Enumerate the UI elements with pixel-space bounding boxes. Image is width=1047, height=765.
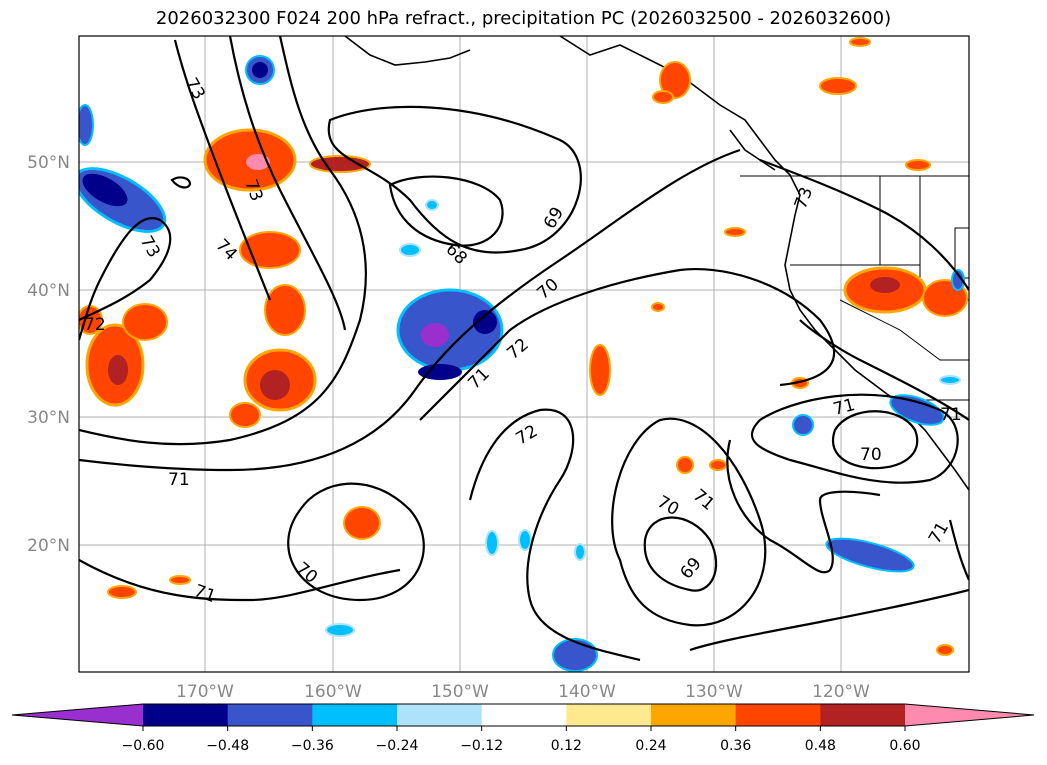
colorbar-tick-label: 0.24 [635, 738, 666, 754]
longitude-labels: 170°W 160°W 150°W 140°W 130°W 120°W [176, 682, 870, 702]
lon-label: 150°W [431, 682, 489, 702]
lon-label: 170°W [176, 682, 234, 702]
colorbar-segment [143, 704, 229, 726]
refractivity-contours [79, 36, 969, 662]
colorbar-segment [397, 704, 483, 726]
colorbar-tick-label: 0.12 [551, 738, 582, 754]
contour-label: 71 [168, 470, 190, 490]
colorbar-tick-label: 0.48 [805, 738, 836, 754]
colorbar-tick-label: −0.48 [206, 738, 249, 754]
contour-label: 72 [84, 315, 106, 335]
lat-label: 50°N [27, 153, 70, 173]
lon-label: 160°W [304, 682, 362, 702]
colorbar-tick-label: 0.36 [720, 738, 751, 754]
colorbar-extension-max [905, 704, 1034, 726]
contour-label: 71 [940, 405, 962, 425]
colorbar-segment [820, 704, 906, 726]
colorbar-extension-min [12, 704, 143, 726]
colorbar-tick-label: −0.12 [460, 738, 503, 754]
lon-label: 140°W [558, 682, 616, 702]
colorbar-segment [566, 704, 652, 726]
lat-label: 30°N [27, 408, 70, 428]
colorbar-segment [481, 704, 567, 726]
latitude-labels: 50°N 40°N 30°N 20°N [27, 153, 70, 556]
lon-label: 130°W [685, 682, 743, 702]
figure-title: 2026032300 F024 200 hPa refract., precip… [155, 8, 892, 29]
colorbar-segment [227, 704, 313, 726]
precip-shading [79, 37, 968, 672]
colorbar-segment [735, 704, 821, 726]
lon-label: 120°W [812, 682, 870, 702]
colorbar-tick-label: −0.36 [291, 738, 334, 754]
lat-label: 40°N [27, 281, 70, 301]
map-border [78, 35, 970, 673]
colorbar-tick-label: −0.24 [376, 738, 419, 754]
lat-label: 20°N [27, 536, 70, 556]
colorbar-segment [651, 704, 737, 726]
colorbar-tick-label: 0.60 [889, 738, 920, 754]
contour-label: 70 [860, 445, 882, 465]
colorbar-segment [312, 704, 398, 726]
colorbar [11, 703, 1035, 727]
colorbar-tick-label: −0.60 [122, 738, 165, 754]
colorbar-ticks: −0.60 −0.48 −0.36 −0.24 −0.12 0.12 0.24 0.36 0.4… [122, 726, 921, 754]
